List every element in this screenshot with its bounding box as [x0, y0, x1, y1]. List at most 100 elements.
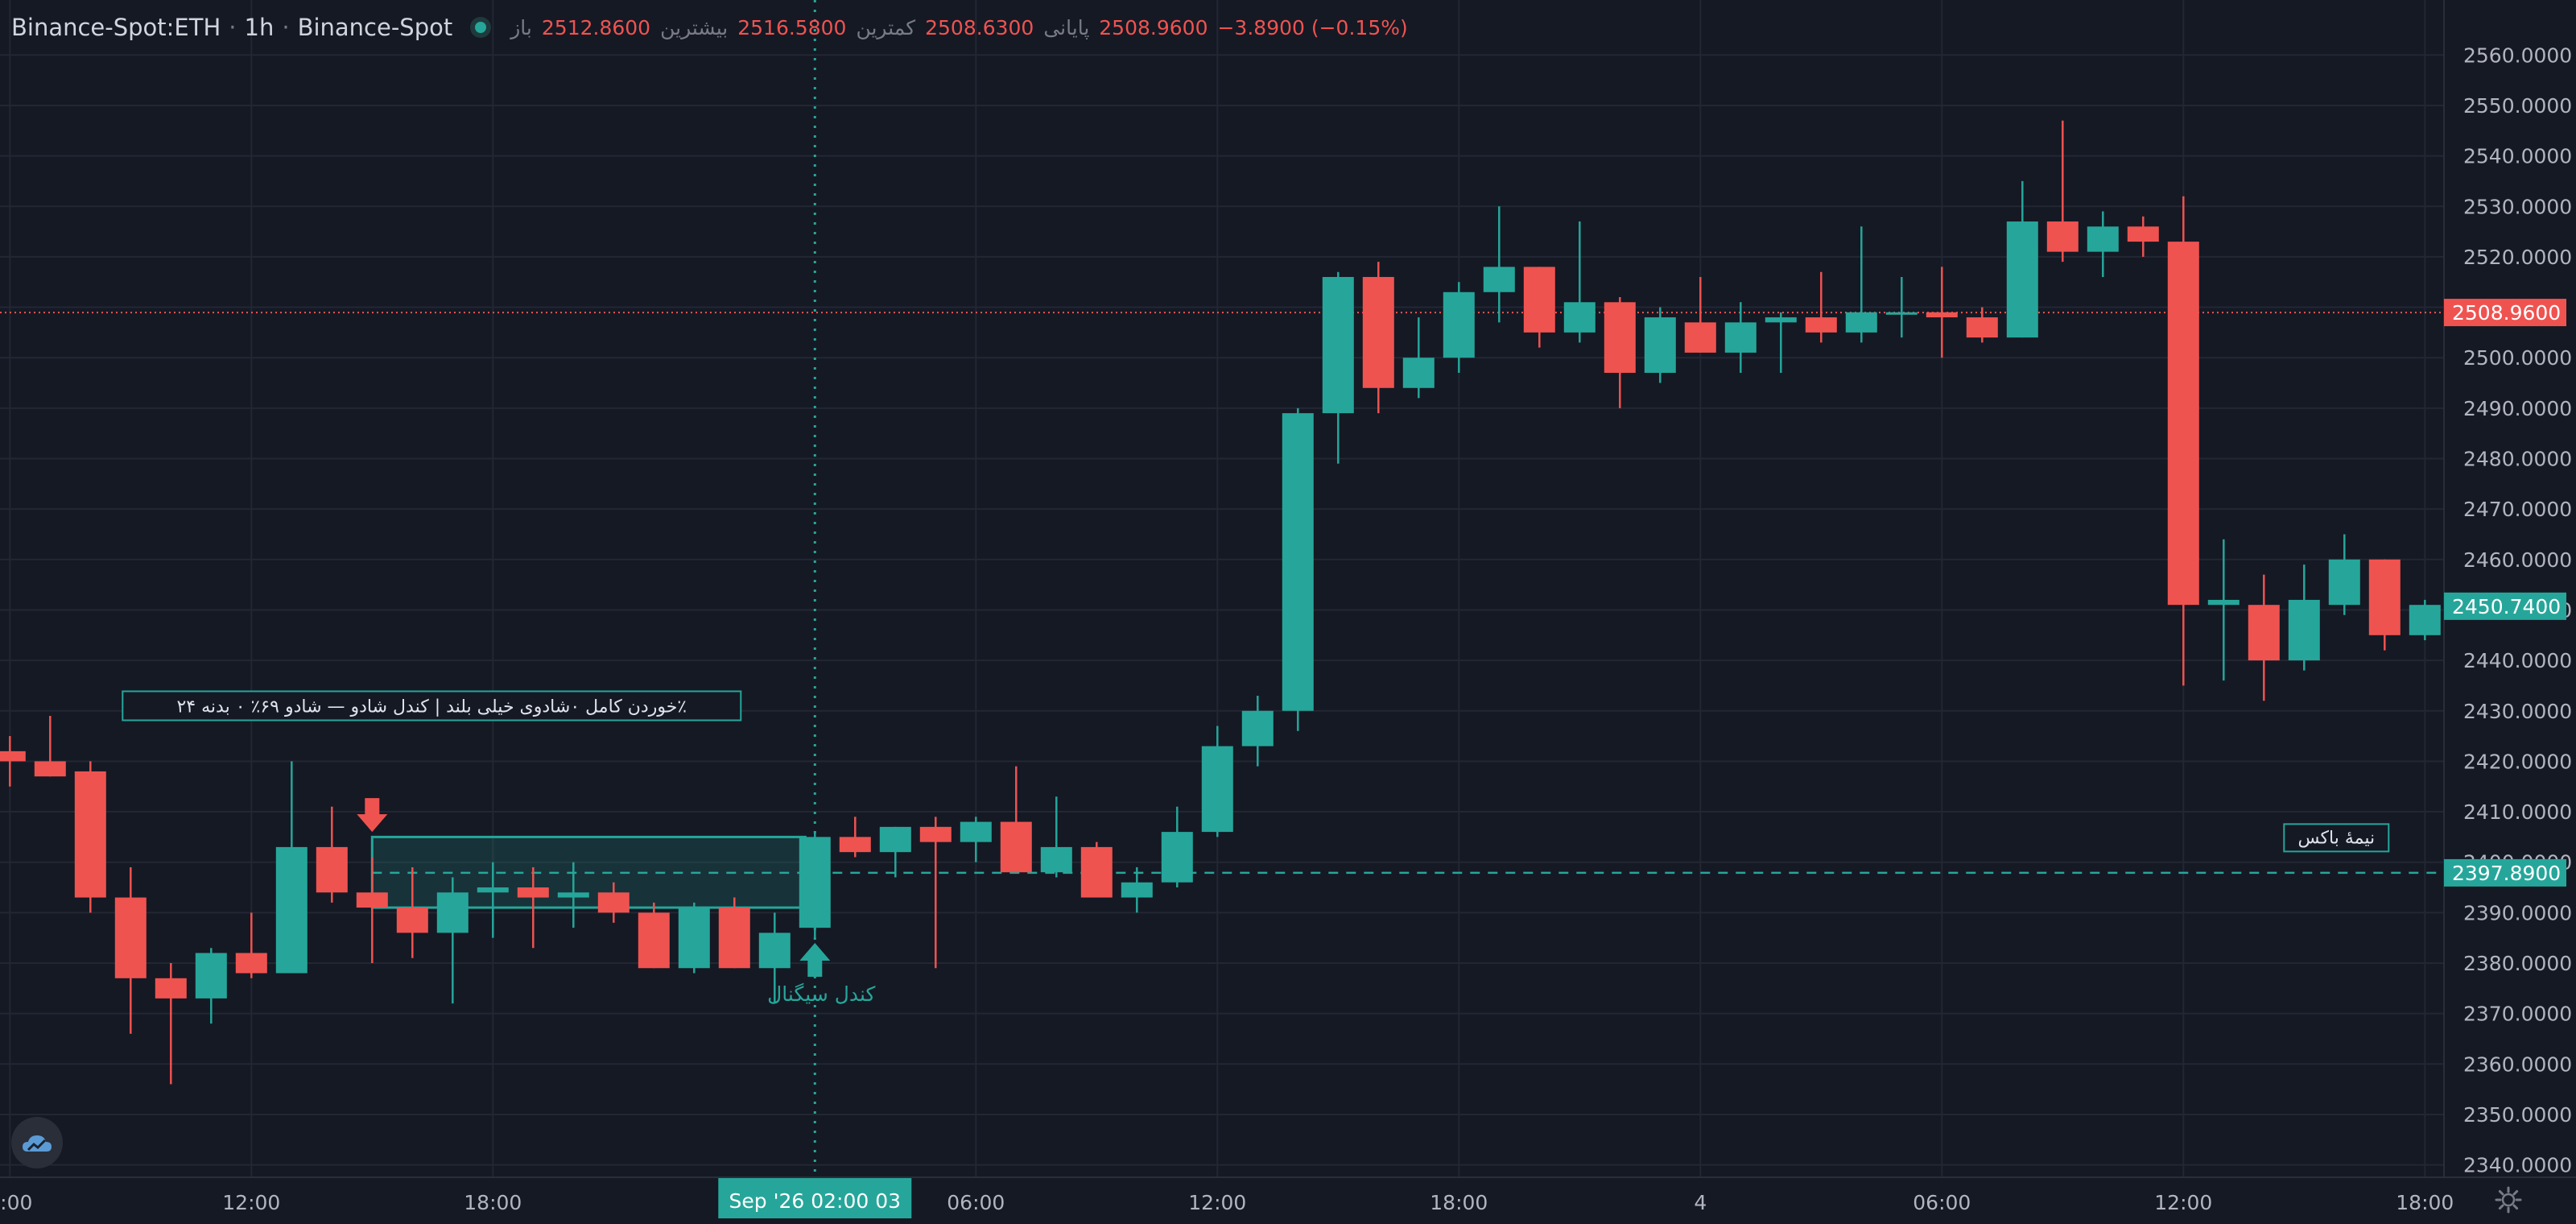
candle-body — [1201, 746, 1233, 833]
candle-body — [1604, 302, 1636, 373]
price-tick-label: 2380.0000 — [2463, 952, 2572, 975]
price-tick-label: 2540.0000 — [2463, 145, 2572, 168]
candle-body — [557, 892, 589, 898]
signal-candle-label: کندل سیگنال — [767, 982, 875, 1006]
price-tick-label: 2460.0000 — [2463, 548, 2572, 572]
candle-body — [1080, 846, 1113, 898]
candle-body — [1241, 710, 1274, 746]
ohlc-values: باز 2512.8600 بیشترین 2516.5800 کمترین 2… — [510, 16, 1408, 39]
price-tick-label: 2420.0000 — [2463, 750, 2572, 773]
half-box-label-box — [2283, 823, 2390, 853]
candle-body — [919, 826, 952, 842]
time-tick-label: 18:00 — [1430, 1191, 1488, 1214]
price-tick-label: 2350.0000 — [2463, 1103, 2572, 1127]
close-value: 2508.9600 — [1099, 15, 1208, 39]
symbol-legend[interactable]: Binance-Spot:ETH · 1h · Binance-Spot باز… — [11, 10, 1408, 45]
candle-body — [34, 761, 66, 777]
gear-icon[interactable] — [2494, 1185, 2523, 1214]
time-tick-label: 18:00 — [464, 1191, 522, 1214]
candle-body — [155, 978, 187, 999]
candle-body — [316, 846, 348, 893]
price-tick-label: 2370.0000 — [2463, 1003, 2572, 1026]
price-tick-label: 2530.0000 — [2463, 195, 2572, 218]
candle-body — [1322, 276, 1354, 414]
price-tick-label: 2480.0000 — [2463, 448, 2572, 471]
candle-body — [1724, 322, 1757, 353]
price-axis[interactable]: 2340.0000 2350.0000 2360.0000 2370.0000 2380… — [2443, 0, 2576, 1224]
price-tick-label: 2360.0000 — [2463, 1052, 2572, 1076]
time-tick-label: 12:00 — [1188, 1191, 1246, 1214]
candle-body — [879, 826, 911, 853]
price-tick-label: 2390.0000 — [2463, 901, 2572, 924]
high-value: 2516.5800 — [737, 15, 847, 39]
candle-body — [2167, 242, 2199, 606]
candle-body — [114, 897, 147, 978]
price-tick-label: 2430.0000 — [2463, 700, 2572, 723]
price-tick-label: 2520.0000 — [2463, 246, 2572, 269]
market-status-icon[interactable] — [470, 17, 492, 38]
time-axis-bg — [0, 1177, 2576, 1224]
price-tick-label: 2470.0000 — [2463, 498, 2572, 521]
candle-body — [2409, 605, 2441, 635]
grid-lines — [0, 0, 2444, 1177]
candle-body — [799, 837, 831, 928]
pattern-label-text: ٪خوردن کامل ۰شادوی خیلی بلند | کندل شادو… — [176, 697, 687, 717]
candle-body — [74, 771, 106, 898]
candle-body — [1966, 317, 1998, 338]
time-tick-label: 12:00 — [222, 1191, 280, 1214]
high-label: بیشترین — [660, 15, 729, 39]
candle-body — [1926, 312, 1958, 318]
candle-body — [436, 892, 469, 933]
open-value: 2512.8600 — [541, 15, 651, 39]
candle-body — [1040, 846, 1072, 873]
price-tick-label: 2410.0000 — [2463, 800, 2572, 824]
candle-body — [1885, 312, 1918, 315]
price-tick-label: 2490.0000 — [2463, 397, 2572, 420]
candle-body — [678, 908, 710, 969]
candle-body — [638, 912, 670, 969]
change-value: −3.8900 (−0.15%) — [1217, 15, 1408, 39]
candle-body — [597, 892, 630, 913]
candle-body — [2006, 221, 2038, 338]
candle-body — [960, 821, 992, 842]
tradingview-cloud-icon[interactable] — [11, 1117, 63, 1168]
legend-separator: · — [229, 14, 237, 41]
candle-body — [2127, 226, 2159, 242]
price-tick-label: 2440.0000 — [2463, 649, 2572, 672]
arrow-down-icon — [357, 798, 388, 833]
level-lines — [0, 0, 2444, 1177]
time-tick-label: 18:00 — [2396, 1191, 2454, 1214]
last-price-badge: 2450.7400 — [2452, 595, 2561, 618]
candle-body — [1000, 821, 1032, 873]
candle-body — [839, 837, 871, 853]
candle-body — [1161, 832, 1193, 883]
candle-body — [235, 953, 267, 974]
close-label: پایانی — [1043, 15, 1090, 39]
time-tick-label: 06:00 — [1913, 1191, 1971, 1214]
time-axis[interactable]: 6:00 12:00 18:00 06:00 12:00 18:00 4 06:00 12:00… — [0, 1176, 2576, 1224]
pattern-label-box — [122, 690, 742, 722]
candle-body — [0, 751, 26, 762]
current-price-badge: 2508.9600 — [2452, 301, 2561, 325]
candle-body — [1483, 267, 1515, 292]
candle-body — [2207, 599, 2240, 606]
candle-body — [2248, 605, 2280, 661]
symbol-name[interactable]: Binance-Spot:ETH — [11, 14, 221, 41]
time-tick-label: 06:00 — [947, 1191, 1005, 1214]
candle-body — [2087, 226, 2119, 252]
candle-body — [718, 908, 750, 969]
low-value: 2508.6300 — [925, 15, 1034, 39]
candle-body — [1282, 413, 1314, 711]
half-box-label-text: نیمهٔ باکس — [2297, 828, 2375, 848]
level-price-badge: 2397.8900 — [2452, 862, 2561, 885]
candle-body — [1443, 292, 1475, 358]
interval-label[interactable]: 1h — [244, 14, 275, 41]
price-tick-label: 2340.0000 — [2463, 1154, 2572, 1177]
candle-body — [275, 846, 308, 974]
candle-body — [1644, 317, 1676, 373]
candle-body — [356, 892, 388, 908]
price-tick-label: 2500.0000 — [2463, 346, 2572, 370]
time-tick-label: 12:00 — [2154, 1191, 2212, 1214]
